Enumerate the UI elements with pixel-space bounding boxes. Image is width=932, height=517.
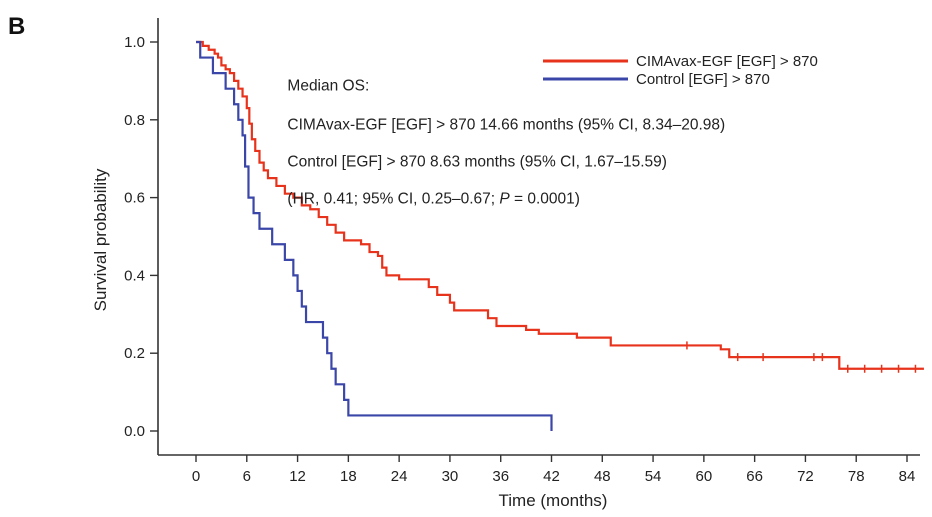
x-tick-label: 60 xyxy=(696,468,713,485)
x-tick-label: 0 xyxy=(192,468,200,485)
x-tick-label: 12 xyxy=(289,468,306,485)
y-tick-label: 0.6 xyxy=(124,190,145,207)
x-tick-label: 72 xyxy=(797,468,814,485)
panel-label: B xyxy=(8,13,25,40)
x-tick-label: 18 xyxy=(340,468,357,485)
y-tick-label: 1.0 xyxy=(124,34,145,51)
x-tick-label: 42 xyxy=(543,468,560,485)
x-tick-label: 36 xyxy=(492,468,509,485)
y-tick-label: 0.8 xyxy=(124,112,145,129)
x-tick-label: 6 xyxy=(243,468,251,485)
x-tick-label: 78 xyxy=(848,468,865,485)
x-tick-label: 30 xyxy=(442,468,459,485)
y-axis-title: Survival probability xyxy=(91,168,110,311)
legend-label: CIMAvax-EGF [EGF] > 870 xyxy=(636,53,818,70)
y-tick-label: 0.4 xyxy=(124,267,145,284)
series-line-cimavax xyxy=(196,40,924,370)
annotations: Median OS: CIMAvax-EGF [EGF] > 870 14.66 … xyxy=(287,78,725,208)
annotation-text: CIMAvax-EGF [EGF] > 870 14.66 months (95… xyxy=(287,117,725,134)
y-ticks: 0.0 0.2 0.4 0.6 0.8 1.0 xyxy=(124,34,158,440)
annotation-text: Median OS: xyxy=(287,78,369,95)
y-tick-label: 0.0 xyxy=(124,423,145,440)
series-layer xyxy=(196,40,924,431)
x-tick-label: 66 xyxy=(746,468,763,485)
x-tick-label: 24 xyxy=(391,468,408,485)
x-tick-label: 48 xyxy=(594,468,611,485)
y-tick-label: 0.2 xyxy=(124,345,145,362)
legend-label: Control [EGF] > 870 xyxy=(636,71,770,88)
annotation-text: Control [EGF] > 870 8.63 months (95% CI,… xyxy=(287,153,667,170)
x-axis-title: Time (months) xyxy=(499,491,608,510)
series-line-control xyxy=(196,40,553,431)
x-tick-label: 84 xyxy=(899,468,916,485)
annotation-text: (HR, 0.41; 95% CI, 0.25–0.67; P = 0.0001… xyxy=(287,190,580,207)
x-ticks: 0 6 12 18 24 30 36 42 48 54 60 66 72 78 84 xyxy=(192,455,916,485)
x-tick-label: 54 xyxy=(645,468,662,485)
